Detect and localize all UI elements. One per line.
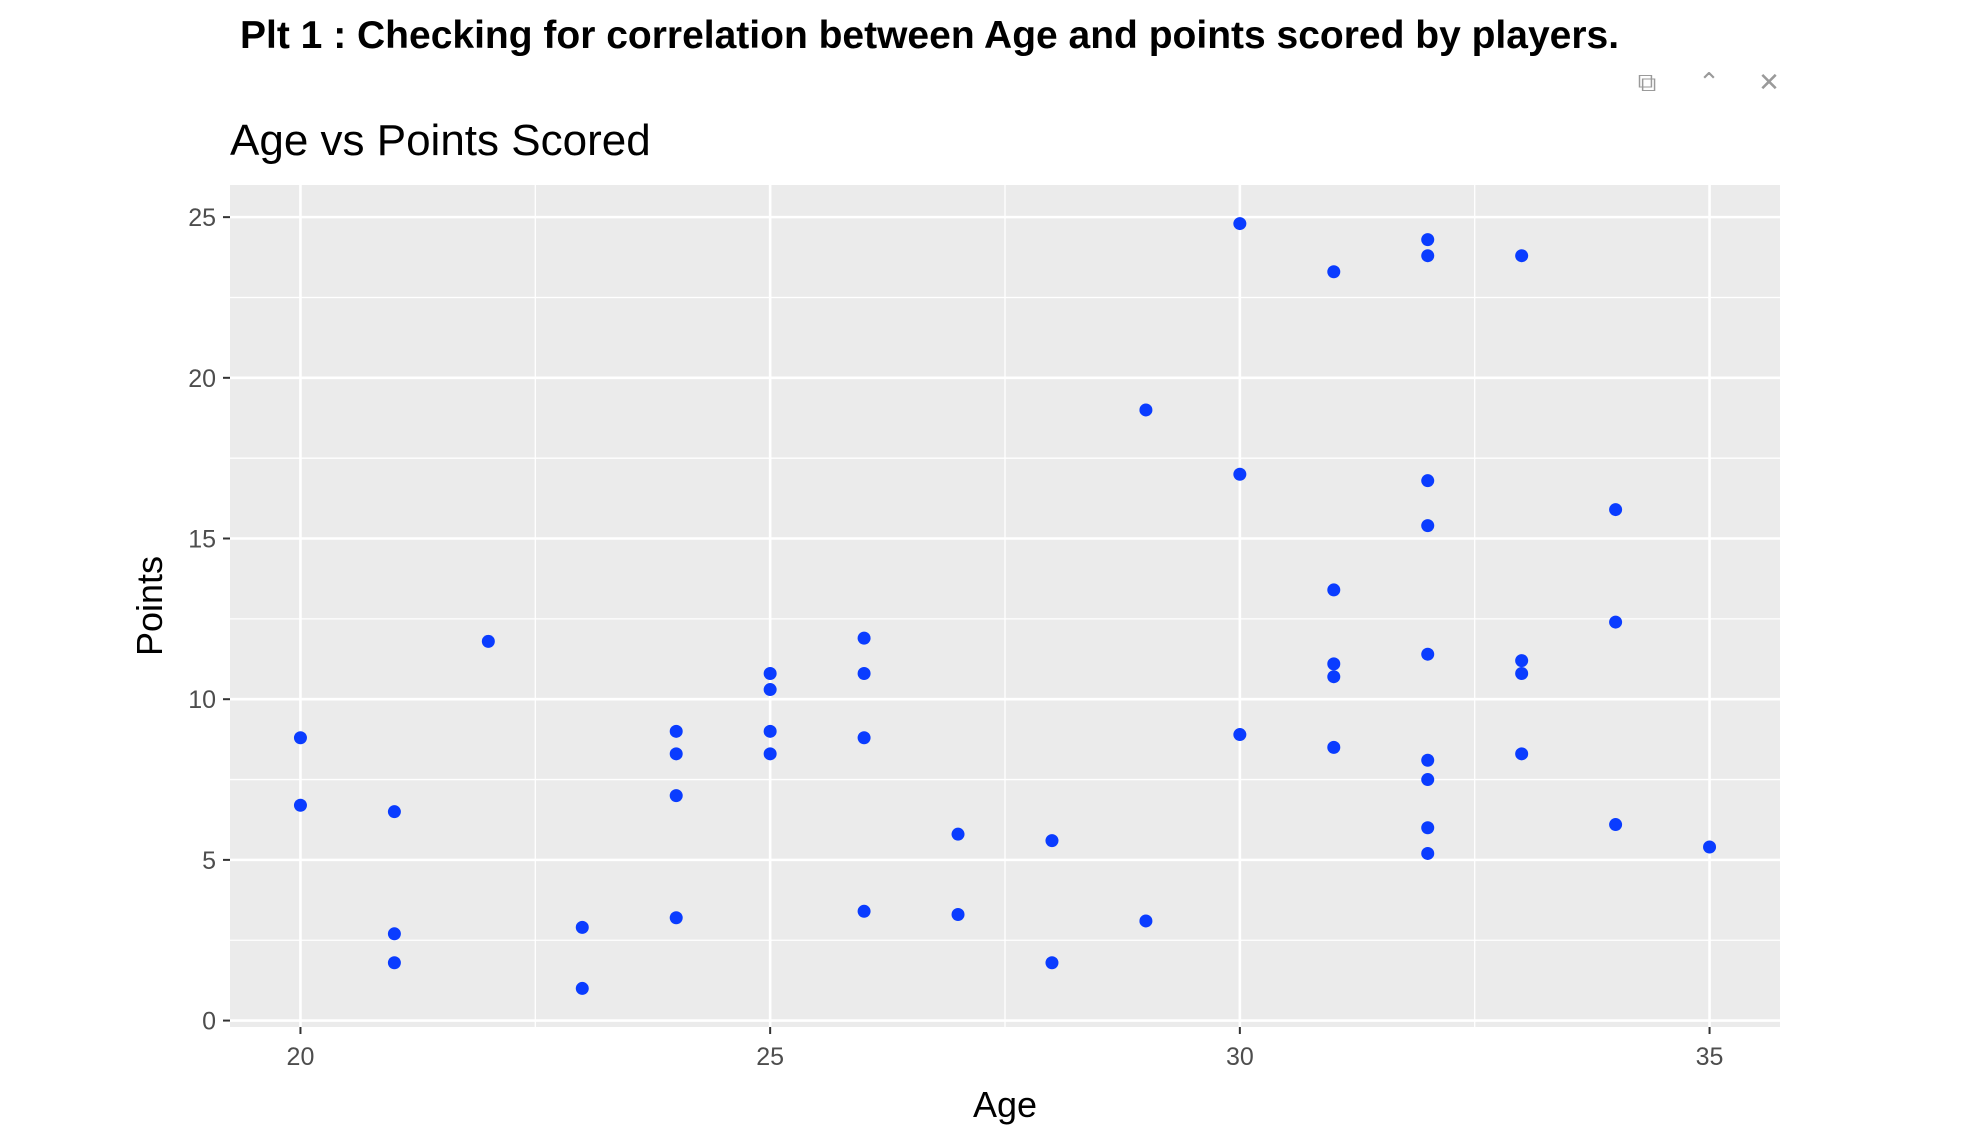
data-point <box>1233 728 1247 742</box>
data-point <box>1515 249 1529 263</box>
data-point <box>1609 503 1623 517</box>
data-point <box>1421 233 1435 247</box>
page-heading: Plt 1 : Checking for correlation between… <box>240 14 1620 57</box>
data-point <box>951 908 965 922</box>
data-point <box>1233 217 1247 231</box>
y-tick-label: 20 <box>188 365 216 393</box>
data-point <box>857 666 871 680</box>
data-point <box>387 805 401 819</box>
data-point <box>669 789 683 803</box>
data-point <box>763 747 777 761</box>
x-tick-labels: 20 25 30 35 <box>287 1043 1724 1071</box>
data-point <box>763 683 777 697</box>
close-icon[interactable]: ✕ <box>1758 68 1780 98</box>
data-point <box>1139 403 1153 417</box>
data-point <box>1703 840 1717 854</box>
data-point <box>763 724 777 738</box>
x-axis-title: Age <box>973 1084 1037 1125</box>
x-tick-label: 20 <box>287 1043 315 1071</box>
data-point <box>1421 519 1435 533</box>
data-points <box>293 217 1717 995</box>
data-point <box>669 724 683 738</box>
data-point <box>575 920 589 934</box>
data-point <box>857 904 871 918</box>
data-point <box>951 827 965 841</box>
y-tick-label: 5 <box>202 847 216 875</box>
data-point <box>857 631 871 645</box>
data-point <box>1421 821 1435 835</box>
data-point <box>1233 467 1247 481</box>
grid-minor <box>230 185 1780 1027</box>
y-tick-labels: 0 5 10 15 20 25 <box>188 204 216 1035</box>
data-point <box>1421 249 1435 263</box>
data-point <box>1327 670 1341 684</box>
data-point <box>1421 753 1435 767</box>
data-point <box>1515 654 1529 668</box>
data-point <box>857 731 871 745</box>
data-point <box>1515 666 1529 680</box>
y-tick-label: 15 <box>188 526 216 554</box>
chart-title: Age vs Points Scored <box>230 116 651 165</box>
data-point <box>575 981 589 995</box>
x-tick-label: 25 <box>756 1043 784 1071</box>
data-point <box>763 666 777 680</box>
collapse-icon[interactable]: ⌃ <box>1698 68 1720 98</box>
data-point <box>1609 818 1623 832</box>
y-axis-title: Points <box>129 556 170 656</box>
data-point <box>1327 740 1341 754</box>
y-tick-label: 0 <box>202 1008 216 1036</box>
data-point <box>1045 834 1059 848</box>
data-point <box>1515 747 1529 761</box>
data-point <box>1327 657 1341 671</box>
grid-major <box>230 185 1780 1027</box>
data-point <box>1139 914 1153 928</box>
data-point <box>1421 846 1435 860</box>
data-point <box>1327 265 1341 279</box>
data-point <box>1609 615 1623 629</box>
data-point <box>669 747 683 761</box>
chart-toolbar: ⧉ ⌃ ✕ <box>1630 66 1790 100</box>
data-point <box>1045 956 1059 970</box>
data-point <box>293 798 307 812</box>
data-point <box>293 731 307 745</box>
y-tick-label: 25 <box>188 204 216 232</box>
x-tick-label: 35 <box>1696 1043 1724 1071</box>
data-point <box>1421 647 1435 661</box>
y-tick-label: 10 <box>188 686 216 714</box>
x-tick-label: 30 <box>1226 1043 1254 1071</box>
data-point <box>669 911 683 925</box>
data-point <box>1327 583 1341 597</box>
axis-ticks <box>223 216 1711 1034</box>
data-point <box>1421 474 1435 488</box>
data-point <box>387 956 401 970</box>
data-point <box>387 927 401 941</box>
data-point <box>1421 773 1435 787</box>
data-point <box>481 634 495 648</box>
popout-icon[interactable]: ⧉ <box>1637 67 1657 98</box>
